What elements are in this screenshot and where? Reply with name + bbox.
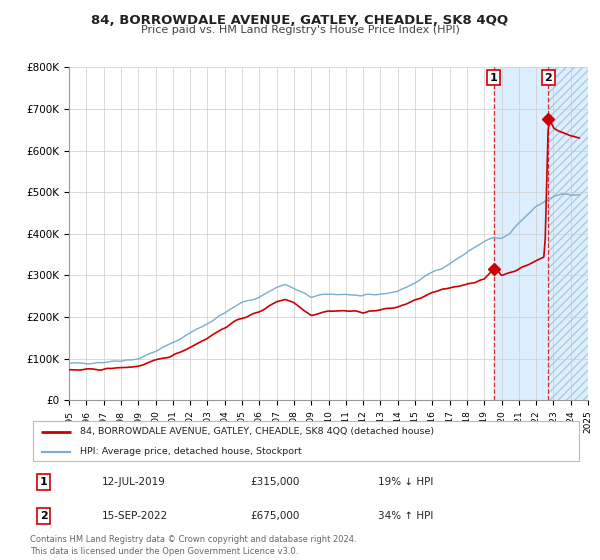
Text: Price paid vs. HM Land Registry's House Price Index (HPI): Price paid vs. HM Land Registry's House … (140, 25, 460, 35)
Text: 2: 2 (545, 73, 552, 83)
Text: 1: 1 (490, 73, 497, 83)
Text: Contains HM Land Registry data © Crown copyright and database right 2024.: Contains HM Land Registry data © Crown c… (30, 535, 356, 544)
Text: 84, BORROWDALE AVENUE, GATLEY, CHEADLE, SK8 4QQ (detached house): 84, BORROWDALE AVENUE, GATLEY, CHEADLE, … (80, 427, 434, 436)
Text: 84, BORROWDALE AVENUE, GATLEY, CHEADLE, SK8 4QQ: 84, BORROWDALE AVENUE, GATLEY, CHEADLE, … (91, 14, 509, 27)
Text: 2: 2 (40, 511, 47, 521)
Bar (494, 67, 548, 400)
Text: 12-JUL-2019: 12-JUL-2019 (102, 477, 166, 487)
Text: 1: 1 (40, 477, 47, 487)
Bar (548, 67, 588, 400)
Text: This data is licensed under the Open Government Licence v3.0.: This data is licensed under the Open Gov… (30, 547, 298, 556)
Text: 19% ↓ HPI: 19% ↓ HPI (378, 477, 433, 487)
Text: HPI: Average price, detached house, Stockport: HPI: Average price, detached house, Stoc… (80, 447, 301, 456)
FancyBboxPatch shape (33, 421, 579, 461)
Bar (548, 67, 588, 400)
Text: £315,000: £315,000 (251, 477, 300, 487)
Text: 34% ↑ HPI: 34% ↑ HPI (378, 511, 433, 521)
Text: £675,000: £675,000 (251, 511, 300, 521)
Text: 15-SEP-2022: 15-SEP-2022 (102, 511, 168, 521)
